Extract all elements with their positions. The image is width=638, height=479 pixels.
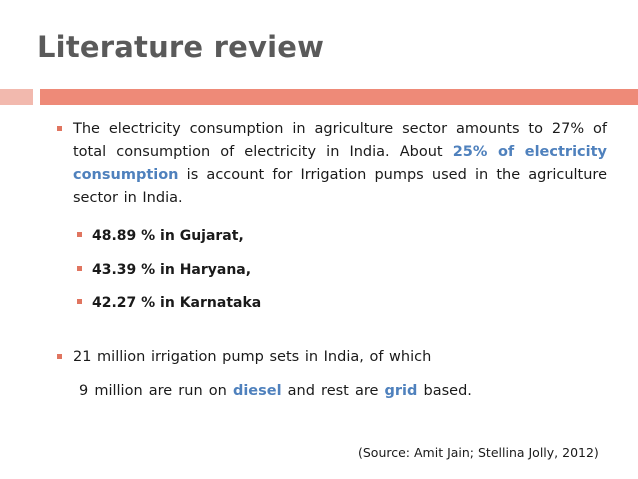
bullet-marker	[57, 354, 62, 359]
paragraph-text: based.	[417, 383, 472, 399]
sub-bullet-marker	[77, 232, 82, 237]
paragraph-diesel-grid: 9 million are run on diesel and rest are…	[79, 380, 607, 403]
highlight-grid: grid	[384, 383, 418, 399]
source-citation: (Source: Amit Jain; Stellina Jolly, 2012…	[358, 445, 599, 460]
sub-bullet-marker	[77, 299, 82, 304]
highlight-diesel: diesel	[232, 383, 282, 399]
decorative-bar-right	[40, 89, 638, 105]
paragraph-text: 9 million are run on	[79, 383, 233, 399]
bullet-paragraph-pumps: 21 million irrigation pump sets in India…	[73, 349, 432, 365]
decorative-bar-left	[0, 89, 33, 105]
slide-title: Literature review	[37, 30, 325, 64]
sub-item-haryana: 43.39 % in Haryana,	[92, 262, 252, 278]
bullet-marker	[57, 126, 62, 131]
paragraph-text: is account for Irrigation pumps used in …	[73, 167, 607, 206]
bullet-paragraph-consumption: The electricity consumption in agricultu…	[73, 118, 607, 210]
paragraph-text: and rest are	[281, 383, 385, 399]
highlight-text: 25% of electricity consumption	[73, 144, 607, 183]
sub-item-karnataka: 42.27 % in Karnataka	[92, 295, 262, 311]
paragraph-text: The electricity consumption in agricultu…	[73, 121, 607, 160]
sub-item-gujarat: 48.89 % in Gujarat,	[92, 228, 244, 244]
sub-bullet-marker	[77, 266, 82, 271]
